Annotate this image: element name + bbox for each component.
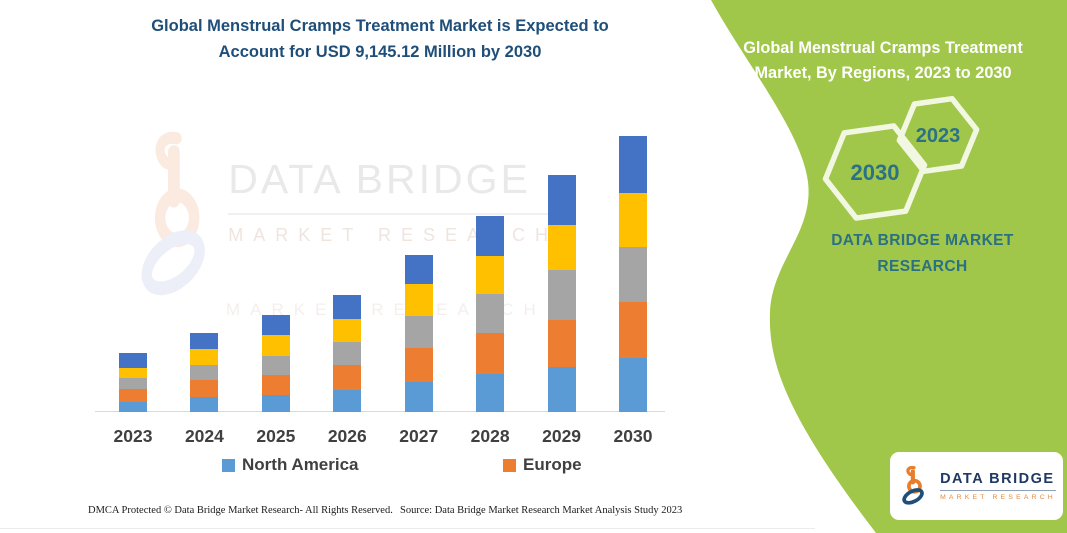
legend-item-europe: Europe xyxy=(503,455,582,475)
bar-segment xyxy=(547,225,576,270)
x-axis-label-2028: 2028 xyxy=(470,426,510,446)
bar-segment xyxy=(547,175,576,225)
bar-segment xyxy=(190,397,219,412)
footer-source-text: Source: Data Bridge Market Research Mark… xyxy=(400,505,683,516)
bar-segment xyxy=(404,316,433,348)
x-axis-label-2023: 2023 xyxy=(113,426,153,446)
bar-segment xyxy=(619,136,647,193)
badge-sub-text: MARKET RESEARCH xyxy=(940,494,1056,501)
bar-segment xyxy=(190,333,219,349)
bar-segment xyxy=(619,193,647,247)
bar-segment xyxy=(119,378,147,389)
panel-title-line1: Global Menstrual Cramps Treatment xyxy=(743,39,1023,57)
bar-segment xyxy=(476,294,505,333)
bar-segment xyxy=(333,295,362,319)
bar-segment xyxy=(261,335,290,356)
bar-segment xyxy=(119,402,147,412)
x-axis-label-2027: 2027 xyxy=(399,426,439,446)
legend-label-north-america: North America xyxy=(242,455,359,474)
hexagon-2030-icon xyxy=(822,123,928,221)
chart-title-line1: Global Menstrual Cramps Treatment Market… xyxy=(151,17,609,35)
x-axis-label-2030: 2030 xyxy=(613,426,653,446)
panel-brand-line2: RESEARCH xyxy=(877,258,968,276)
brand-badge: DATA BRIDGE MARKET RESEARCH xyxy=(890,452,1063,520)
bar-segment xyxy=(333,319,362,342)
panel-brand-text: DATA BRIDGE MARKET RESEARCH xyxy=(800,228,1045,281)
bar-segment xyxy=(404,348,433,382)
x-axis-label-2024: 2024 xyxy=(184,426,224,446)
stacked-bar-2024 xyxy=(190,333,219,412)
stacked-bar-2026 xyxy=(333,295,362,412)
bar-segment xyxy=(333,342,362,365)
stacked-bar-2027 xyxy=(404,255,433,412)
bar-segment xyxy=(404,382,433,412)
stacked-bar-2025 xyxy=(261,315,290,412)
data-bridge-logo-icon xyxy=(902,465,924,505)
x-axis-label-2026: 2026 xyxy=(327,426,367,446)
panel-title: Global Menstrual Cramps Treatment Market… xyxy=(722,36,1044,87)
hexagon-badges: 2030 2023 xyxy=(818,90,1018,230)
legend-item-north-america: North America xyxy=(222,455,359,475)
bar-segment xyxy=(619,302,647,358)
stacked-bar-2028 xyxy=(476,216,505,412)
x-axis-label-2029: 2029 xyxy=(542,426,582,446)
bar-segment xyxy=(261,356,290,375)
bar-segment xyxy=(119,368,147,378)
hexagon-2023-icon xyxy=(896,95,980,175)
bar-segment xyxy=(190,365,219,380)
bar-segment xyxy=(190,380,219,397)
x-axis-line xyxy=(95,411,665,412)
footer-dmca-text: DMCA Protected © Data Bridge Market Rese… xyxy=(88,505,393,516)
panel-brand-line1: DATA BRIDGE MARKET xyxy=(831,232,1014,249)
bar-segment xyxy=(190,349,219,365)
bar-segment xyxy=(261,395,290,412)
bar-segment xyxy=(547,320,576,367)
hexagon-2030-label: 2030 xyxy=(851,160,900,185)
bar-segment xyxy=(547,367,576,412)
bar-segment xyxy=(404,284,433,316)
bar-segment xyxy=(333,390,362,412)
bar-segment xyxy=(476,333,505,374)
chart-legend: North America Europe xyxy=(0,455,680,477)
hexagon-2023-label: 2023 xyxy=(916,125,961,147)
bar-segment xyxy=(333,365,362,390)
bar-segment xyxy=(404,255,433,284)
bar-segment xyxy=(476,374,505,412)
legend-label-europe: Europe xyxy=(523,455,582,474)
bar-segment xyxy=(119,389,147,402)
chart-title: Global Menstrual Cramps Treatment Market… xyxy=(100,14,660,65)
stacked-bar-2023 xyxy=(119,353,147,412)
x-axis-label-2025: 2025 xyxy=(256,426,296,446)
bar-segment xyxy=(261,375,290,395)
legend-swatch-north-america xyxy=(222,458,235,472)
bar-segment xyxy=(261,315,290,335)
bar-segment xyxy=(476,216,505,256)
panel-title-line2: Market, By Regions, 2023 to 2030 xyxy=(754,64,1012,83)
stacked-bar-2030 xyxy=(619,136,647,412)
legend-swatch-europe xyxy=(503,458,516,472)
bar-segment xyxy=(619,247,647,302)
bar-segment xyxy=(547,270,576,320)
bottom-hairline xyxy=(0,528,815,529)
chart-title-line2: Account for USD 9,145.12 Million by 2030 xyxy=(218,42,542,61)
stacked-bar-2029 xyxy=(547,175,576,412)
badge-brand-text: DATA BRIDGE xyxy=(940,471,1056,491)
bar-segment xyxy=(476,256,505,294)
bar-segment xyxy=(119,353,147,368)
bar-segment xyxy=(619,358,647,412)
